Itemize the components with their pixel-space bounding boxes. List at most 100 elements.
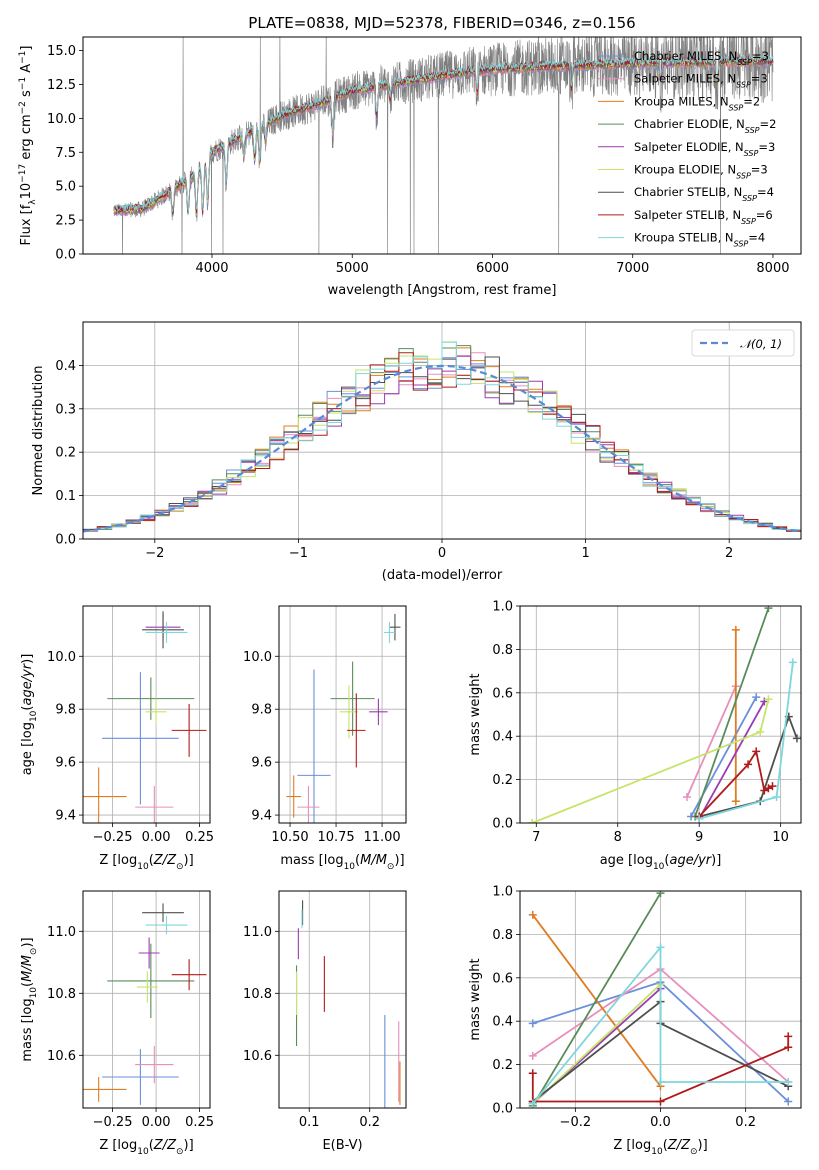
weight-line bbox=[698, 714, 798, 818]
x-axis-label: mass [log10(M/M⊙)] bbox=[280, 853, 404, 872]
y-tick-label: 10.8 bbox=[47, 987, 76, 1002]
x-tick-label: 11.00 bbox=[363, 830, 400, 845]
y-tick-label: 7.5 bbox=[55, 146, 76, 161]
x-tick-label: 7 bbox=[532, 830, 540, 845]
x-tick-label: 10.75 bbox=[317, 830, 354, 845]
weight-point bbox=[656, 1077, 665, 1086]
y-axis-label: age [log10(age/yr)] bbox=[20, 654, 39, 776]
y-tick-label: 0.8 bbox=[492, 928, 513, 943]
legend-label: Chabrier STELIB, NSSP=4 bbox=[634, 185, 774, 203]
y-tick-label: 0.8 bbox=[492, 643, 513, 658]
y-tick-label: 0.6 bbox=[492, 686, 513, 701]
panel-ebv-mass: 0.1 0.2 10.6 10.8 11.0 E(B-V) bbox=[243, 890, 407, 1153]
x-tick-label: 0.25 bbox=[185, 1115, 214, 1130]
y-tick-label: 2.5 bbox=[55, 214, 76, 229]
x-tick-label: 1 bbox=[581, 546, 589, 561]
x-axis-label: age [log10(age/yr)] bbox=[600, 853, 722, 872]
weight-point bbox=[744, 760, 753, 769]
y-tick-label: 10.0 bbox=[47, 112, 76, 127]
y-tick-label: 12.5 bbox=[47, 78, 76, 93]
plot-area bbox=[113, 37, 774, 254]
weight-point bbox=[731, 625, 740, 634]
y-axis-label: Flux [fλ10−17 erg cm−2 s−1 A−1] bbox=[18, 46, 38, 246]
y-tick-label: 0.4 bbox=[492, 1015, 513, 1030]
y-axis-label: mass weight bbox=[468, 958, 483, 1040]
legend-box bbox=[691, 329, 795, 357]
y-tick-label: 1.0 bbox=[492, 600, 513, 615]
x-tick-label: 0.2 bbox=[735, 1115, 756, 1130]
panel-z-age: −0.25 0.00 0.25 9.4 9.6 9.8 10.0 Z [log10(Z/Z⊙)… bbox=[20, 605, 214, 872]
x-axis-label: (data-model)/error bbox=[382, 568, 503, 583]
y-tick-label: 9.4 bbox=[55, 809, 76, 824]
weight-point bbox=[792, 734, 801, 743]
x-tick-label: −0.2 bbox=[560, 1115, 592, 1130]
panel-mass-age: 10.50 10.75 11.00 9.4 9.6 9.8 10.0 mass [log10(… bbox=[243, 605, 407, 872]
weight-line bbox=[694, 607, 770, 817]
weight-point bbox=[656, 1097, 665, 1106]
x-axis-label: wavelength [Angstrom, rest frame] bbox=[328, 283, 557, 298]
normal-curve bbox=[83, 364, 801, 533]
weight-point bbox=[784, 1077, 793, 1086]
y-tick-label: 9.8 bbox=[251, 703, 272, 718]
x-tick-label: 10.50 bbox=[271, 830, 308, 845]
legend-label: Kroupa STELIB, NSSP=4 bbox=[634, 231, 765, 249]
weight-point bbox=[752, 693, 761, 702]
weight-point bbox=[784, 1043, 793, 1052]
legend-label: Kroupa ELODIE, NSSP=3 bbox=[634, 163, 768, 181]
weight-point bbox=[756, 727, 765, 736]
plot-area bbox=[83, 903, 207, 1105]
y-tick-label: 0.0 bbox=[492, 817, 513, 832]
panel-z-mass: −0.25 0.00 0.25 10.6 10.8 11.0 Z [log10(Z/Z⊙)]… bbox=[20, 890, 214, 1157]
y-tick-label: 15.0 bbox=[47, 44, 76, 59]
y-tick-label: 5.0 bbox=[55, 180, 76, 195]
weight-point bbox=[528, 1019, 537, 1028]
x-axis-label: E(B-V) bbox=[322, 1138, 362, 1153]
weight-point bbox=[784, 1097, 793, 1106]
y-tick-label: 11.0 bbox=[47, 925, 76, 940]
x-tick-label: 4000 bbox=[195, 261, 228, 276]
x-axis-label: Z [log10(Z/Z⊙)] bbox=[99, 853, 193, 872]
axes-frame bbox=[82, 890, 211, 1109]
y-tick-label: 9.8 bbox=[55, 703, 76, 718]
legend-label: Chabrier MILES, NSSP=3 bbox=[634, 49, 769, 67]
y-tick-label: 9.4 bbox=[251, 809, 272, 824]
y-tick-label: 10.0 bbox=[243, 650, 272, 665]
x-tick-label: 9 bbox=[695, 830, 703, 845]
x-tick-label: 0.0 bbox=[650, 1115, 671, 1130]
legend-label: Kroupa MILES, NSSP=2 bbox=[634, 94, 760, 112]
y-tick-label: 0.3 bbox=[55, 402, 76, 417]
plot-area bbox=[295, 900, 401, 1108]
y-tick-label: 9.6 bbox=[251, 756, 272, 771]
x-tick-label: 0.1 bbox=[299, 1115, 320, 1130]
weight-point bbox=[528, 1069, 537, 1078]
axes-frame bbox=[519, 605, 802, 824]
weight-line bbox=[532, 944, 789, 1105]
legend-label: 𝒩(0, 1) bbox=[740, 337, 782, 351]
weight-point bbox=[528, 1099, 537, 1108]
y-axis-label: mass weight bbox=[468, 673, 483, 755]
y-tick-label: 0.2 bbox=[492, 773, 513, 788]
y-tick-label: 0.0 bbox=[55, 248, 76, 263]
weight-line bbox=[531, 699, 770, 823]
legend-label: Salpeter STELIB, NSSP=6 bbox=[634, 208, 773, 226]
y-tick-label: 10.6 bbox=[47, 1049, 76, 1064]
weight-point bbox=[682, 792, 691, 801]
x-tick-label: 8 bbox=[614, 830, 622, 845]
weight-point bbox=[788, 658, 797, 667]
x-tick-label: 10 bbox=[772, 830, 789, 845]
y-tick-label: 9.6 bbox=[55, 756, 76, 771]
y-tick-label: 0.6 bbox=[492, 971, 513, 986]
weight-point bbox=[695, 814, 704, 823]
x-axis-label: Z [log10(Z/Z⊙)] bbox=[613, 1138, 707, 1157]
weight-point bbox=[528, 1051, 537, 1060]
x-tick-label: 0.00 bbox=[142, 1115, 171, 1130]
x-tick-label: 0.00 bbox=[142, 830, 171, 845]
legend-label: Salpeter MILES, NSSP=3 bbox=[634, 72, 768, 90]
x-tick-label: −0.25 bbox=[93, 830, 133, 845]
legend-label: Chabrier ELODIE, NSSP=2 bbox=[634, 117, 776, 135]
weight-point bbox=[768, 782, 777, 791]
x-tick-label: 2 bbox=[725, 546, 733, 561]
weight-point bbox=[656, 943, 665, 952]
x-axis-label: Z [log10(Z/Z⊙)] bbox=[99, 1138, 193, 1157]
weight-line bbox=[686, 685, 737, 798]
